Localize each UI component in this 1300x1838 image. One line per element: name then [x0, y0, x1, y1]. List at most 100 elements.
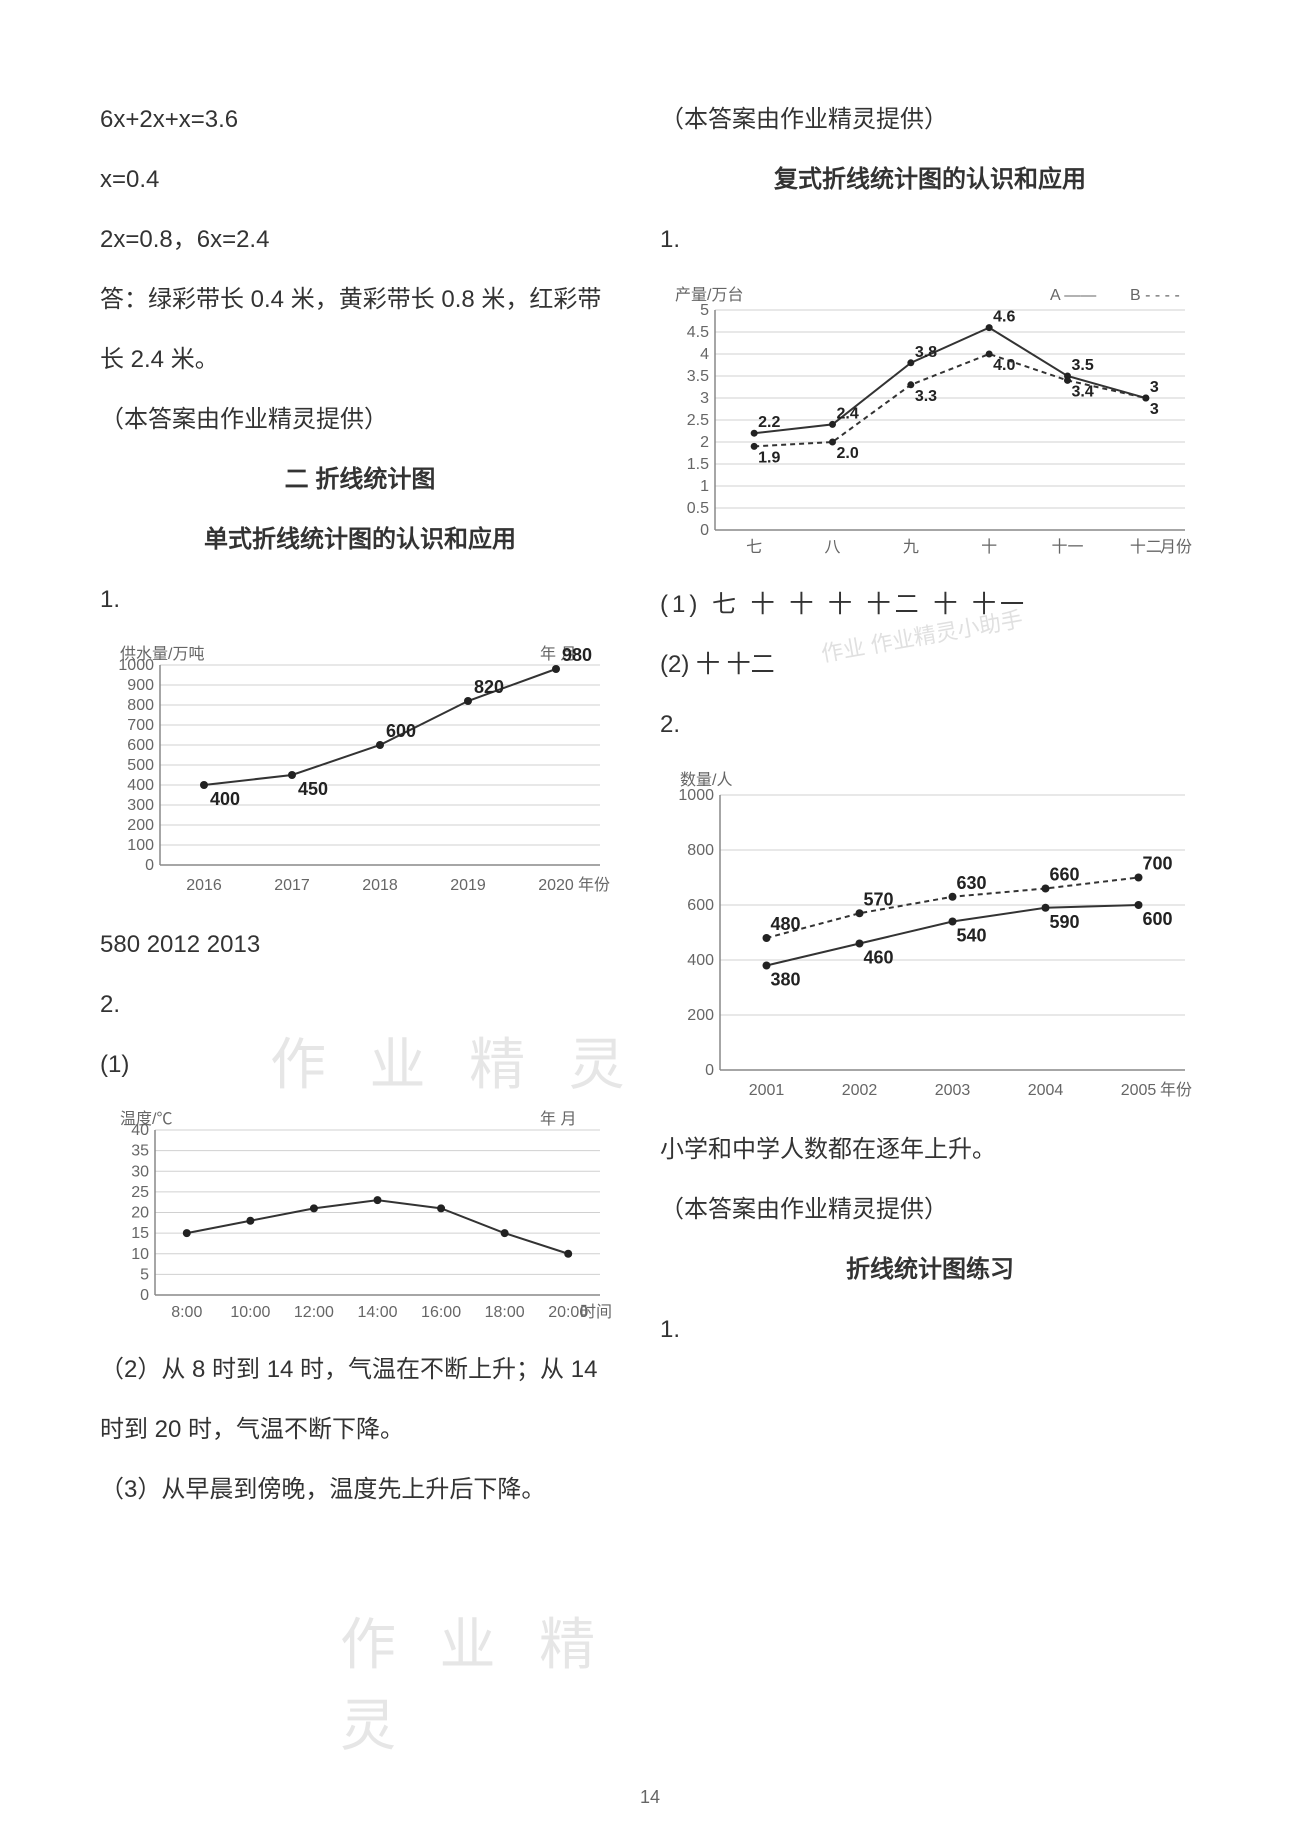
svg-text:3.5: 3.5 [687, 368, 709, 385]
svg-text:2017: 2017 [274, 877, 310, 894]
svg-text:2020: 2020 [538, 877, 574, 894]
svg-text:2: 2 [700, 434, 709, 451]
svg-text:十二: 十二 [1130, 538, 1162, 556]
svg-text:B - - - -: B - - - - [1130, 287, 1180, 304]
svg-text:2018: 2018 [362, 877, 398, 894]
svg-text:3: 3 [1150, 379, 1159, 396]
two-column-layout: 6x+2x+x=3.6 x=0.4 2x=0.8，6x=2.4 答：绿彩带长 0… [80, 90, 1220, 1740]
svg-text:16:00: 16:00 [421, 1304, 461, 1321]
right-q1-label: 1. [660, 210, 1200, 270]
right-q1-answer2: (2) 十 十二 [660, 635, 1200, 695]
svg-text:18:00: 18:00 [485, 1304, 525, 1321]
subsection-heading: 单式折线统计图的认识和应用 [100, 510, 620, 570]
question-2-2-text: （2）从 8 时到 14 时，气温在不断上升；从 14 时到 20 时，气温不断… [100, 1340, 620, 1460]
credit-text: （本答案由作业精灵提供） [100, 390, 620, 450]
svg-text:0: 0 [140, 1287, 149, 1304]
svg-text:1000: 1000 [118, 657, 154, 674]
svg-text:8:00: 8:00 [171, 1304, 202, 1321]
svg-text:20: 20 [131, 1205, 149, 1222]
svg-text:3: 3 [1150, 401, 1159, 418]
svg-text:七: 七 [746, 538, 762, 556]
page-number: 14 [640, 1787, 660, 1808]
svg-text:10: 10 [131, 1246, 149, 1263]
svg-text:2.2: 2.2 [758, 414, 780, 431]
svg-text:600: 600 [687, 897, 714, 914]
svg-text:4.5: 4.5 [687, 324, 709, 341]
svg-text:590: 590 [1050, 912, 1080, 932]
svg-text:2016: 2016 [186, 877, 222, 894]
svg-text:400: 400 [210, 789, 240, 809]
svg-text:2.5: 2.5 [687, 412, 709, 429]
svg-text:5: 5 [700, 302, 709, 319]
svg-text:3.8: 3.8 [915, 344, 937, 361]
production-chart: 产量/万台A ——B - - - -00.511.522.533.544.55七… [660, 280, 1200, 565]
svg-text:540: 540 [957, 926, 987, 946]
svg-text:400: 400 [127, 777, 154, 794]
question-2-3-text: （3）从早晨到傍晚，温度先上升后下降。 [100, 1460, 620, 1520]
equation-1: 6x+2x+x=3.6 [100, 90, 620, 150]
svg-text:15: 15 [131, 1225, 149, 1242]
svg-text:630: 630 [957, 873, 987, 893]
svg-text:500: 500 [127, 757, 154, 774]
svg-text:0: 0 [705, 1062, 714, 1079]
svg-text:十: 十 [981, 538, 997, 556]
chart3-svg: 产量/万台A ——B - - - -00.511.522.533.544.55七… [660, 280, 1200, 560]
svg-text:570: 570 [864, 889, 894, 909]
svg-text:4.6: 4.6 [993, 309, 1015, 326]
section-heading: 二 折线统计图 [100, 450, 620, 510]
svg-text:年份: 年份 [578, 876, 610, 894]
water-supply-chart: 供水量/万吨年 月0100200300400500600700800900100… [100, 640, 620, 905]
svg-text:2003: 2003 [935, 1082, 971, 1099]
right-column: （本答案由作业精灵提供） 复式折线统计图的认识和应用 1. 产量/万台A ——B… [640, 90, 1220, 1740]
svg-text:660: 660 [1050, 865, 1080, 885]
chart1-svg: 供水量/万吨年 月0100200300400500600700800900100… [100, 640, 620, 900]
svg-text:月份: 月份 [1160, 538, 1192, 556]
svg-text:380: 380 [771, 970, 801, 990]
svg-text:4: 4 [700, 346, 709, 363]
svg-text:1.5: 1.5 [687, 456, 709, 473]
svg-text:480: 480 [771, 914, 801, 934]
question-1-label: 1. [100, 570, 620, 630]
svg-text:30: 30 [131, 1163, 149, 1180]
svg-text:5: 5 [140, 1266, 149, 1283]
temperature-chart: 温度/℃年 月05101520253035408:0010:0012:0014:… [100, 1105, 620, 1330]
student-count-chart: 数量/人020040060080010002001200220032004200… [660, 765, 1200, 1110]
right-q-last-label: 1. [660, 1300, 1200, 1360]
svg-text:2.0: 2.0 [837, 445, 859, 462]
svg-text:450: 450 [298, 779, 328, 799]
svg-text:1.9: 1.9 [758, 449, 780, 466]
svg-text:3.5: 3.5 [1072, 357, 1094, 374]
svg-text:200: 200 [127, 817, 154, 834]
svg-text:800: 800 [127, 697, 154, 714]
subsection-heading-right: 复式折线统计图的认识和应用 [660, 150, 1200, 210]
svg-text:十一: 十一 [1051, 538, 1083, 556]
svg-text:0.5: 0.5 [687, 500, 709, 517]
credit-text-right-2: （本答案由作业精灵提供） [660, 1180, 1200, 1240]
question-2-label: 2. [100, 975, 620, 1035]
svg-text:40: 40 [131, 1122, 149, 1139]
svg-text:0: 0 [700, 522, 709, 539]
after-chart4-text: 小学和中学人数都在逐年上升。 [660, 1120, 1200, 1180]
svg-text:3.3: 3.3 [915, 388, 937, 405]
svg-text:700: 700 [1143, 854, 1173, 874]
svg-text:100: 100 [127, 837, 154, 854]
svg-text:时间: 时间 [580, 1303, 612, 1321]
svg-text:2002: 2002 [842, 1082, 878, 1099]
left-column: 6x+2x+x=3.6 x=0.4 2x=0.8，6x=2.4 答：绿彩带长 0… [80, 90, 640, 1740]
svg-text:14:00: 14:00 [357, 1304, 397, 1321]
svg-text:800: 800 [687, 842, 714, 859]
chart2-svg: 温度/℃年 月05101520253035408:0010:0012:0014:… [100, 1105, 620, 1325]
svg-text:10:00: 10:00 [230, 1304, 270, 1321]
svg-text:25: 25 [131, 1184, 149, 1201]
svg-text:3.4: 3.4 [1072, 383, 1094, 400]
after-chart1-text: 580 2012 2013 [100, 915, 620, 975]
subsection-heading-right-2: 折线统计图练习 [660, 1240, 1200, 1300]
svg-text:600: 600 [127, 737, 154, 754]
svg-text:200: 200 [687, 1007, 714, 1024]
svg-text:2.4: 2.4 [837, 405, 859, 422]
svg-text:A ——: A —— [1050, 287, 1096, 304]
right-q1-answer1: (1) 七 十 十 十 十二 十 十一 [660, 575, 1200, 635]
svg-text:900: 900 [127, 677, 154, 694]
svg-text:600: 600 [1143, 909, 1173, 929]
svg-text:八: 八 [824, 539, 840, 556]
